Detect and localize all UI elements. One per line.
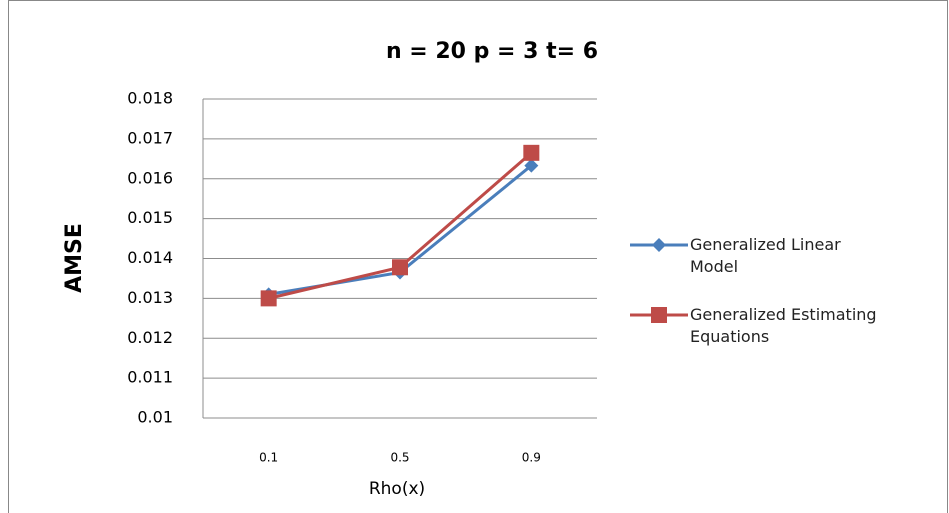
y-tick-label: 0.018 xyxy=(127,89,173,108)
marker xyxy=(260,290,277,307)
y-tick-label: 0.012 xyxy=(127,328,173,347)
y-axis-label: AMSE xyxy=(62,223,87,293)
y-tick-label: 0.017 xyxy=(127,128,173,147)
marker xyxy=(523,144,540,161)
legend-label: Generalized Linear Model xyxy=(690,235,841,276)
x-tick-label: 0.5 xyxy=(390,451,409,465)
chart-title: n = 20 p = 3 t= 6 xyxy=(386,39,598,64)
chart-border xyxy=(8,0,948,513)
marker xyxy=(651,307,667,323)
y-tick-label: 0.013 xyxy=(127,288,173,307)
y-tick-label: 0.015 xyxy=(127,208,173,227)
marker xyxy=(652,238,666,252)
marker xyxy=(392,259,408,276)
x-axis-label: Rho(x) xyxy=(369,479,425,499)
x-tick-label: 0.1 xyxy=(259,451,278,465)
legend-label: Generalized Estimating Equations xyxy=(690,305,877,346)
y-tick-label: 0.016 xyxy=(127,168,173,187)
y-tick-label: 0.01 xyxy=(137,408,173,427)
x-tick-label: 0.9 xyxy=(522,451,541,465)
y-tick-label: 0.011 xyxy=(127,368,173,387)
y-tick-label: 0.014 xyxy=(127,248,173,267)
marker xyxy=(524,158,539,173)
